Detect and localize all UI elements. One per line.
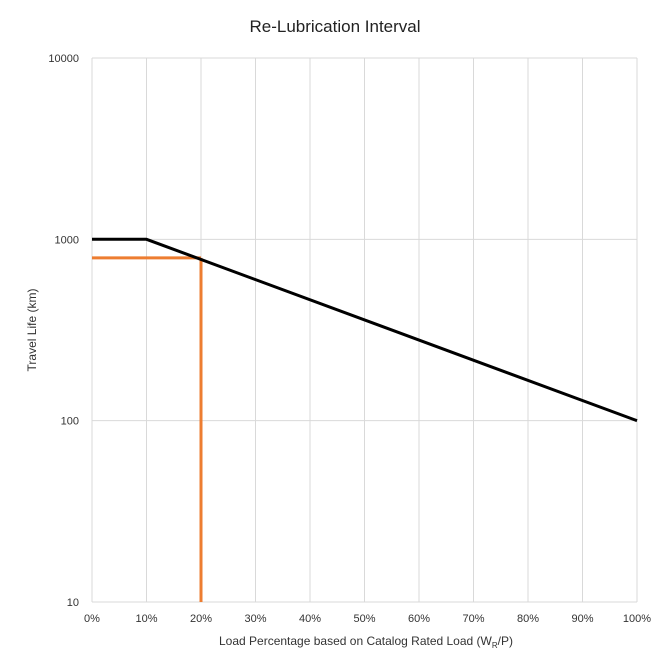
x-axis-label-main: Load Percentage based on Catalog Rated L… (219, 634, 493, 648)
y-tick-label: 10 (67, 597, 79, 609)
x-tick-label: 30% (244, 613, 266, 625)
x-tick-label: 20% (190, 613, 212, 625)
x-tick-label: 10% (135, 613, 157, 625)
series-group (92, 237, 638, 423)
x-tick-label: 70% (462, 613, 484, 625)
x-axis-ticks: 0% 10% 20% 30% 40% 50% 60% 70% 80% 90% 100% (84, 613, 651, 625)
chart-title: Re-Lubrication Interval (249, 17, 420, 36)
x-tick-label: 0% (84, 613, 100, 625)
series-line-0 (92, 237, 638, 423)
x-axis-label-end: /P) (498, 634, 513, 648)
y-tick-label: 10000 (48, 53, 79, 65)
reference-lines (92, 256, 203, 602)
x-axis-label-subscript: R (492, 641, 498, 650)
y-tick-label: 100 (61, 416, 79, 428)
x-tick-label: 100% (623, 613, 651, 625)
x-axis-label: Load Percentage based on Catalog Rated L… (219, 634, 513, 650)
x-tick-label: 80% (517, 613, 539, 625)
x-tick-label: 50% (353, 613, 375, 625)
x-tick-label: 90% (571, 613, 593, 625)
y-axis-label: Travel Life (km) (25, 289, 39, 372)
x-tick-label: 60% (408, 613, 430, 625)
x-tick-label: 40% (299, 613, 321, 625)
y-axis-ticks: 10 100 1000 10000 (48, 53, 79, 609)
y-tick-label: 1000 (55, 234, 79, 246)
grid (91, 57, 638, 603)
